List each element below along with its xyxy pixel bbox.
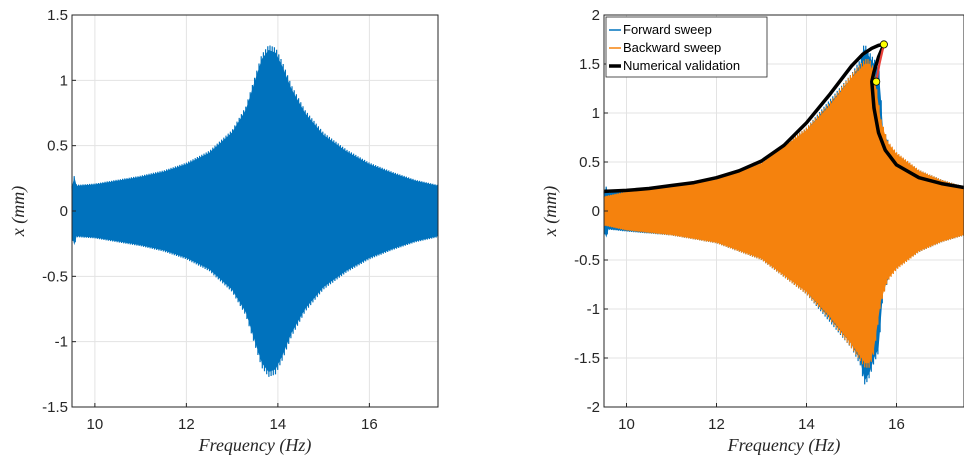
- y-tick-label: -1.5: [42, 399, 68, 416]
- y-tick-label: -0.5: [42, 268, 68, 285]
- right-x-axis-label: Frequency (Hz): [727, 435, 841, 456]
- right-y-axis-label: x (mm): [540, 186, 561, 237]
- series-0-fill: [72, 50, 438, 372]
- left-plot-panel: 10 12 14 16 -1.5 -1 -0.5 0 0.5 1 1.5 Frequency (Hz…: [8, 7, 439, 456]
- legend: Forward sweep Backward sweep Numerical v…: [605, 16, 768, 78]
- x-tick-label: 12: [708, 416, 725, 433]
- x-tick-label: 16: [888, 416, 905, 433]
- legend-label-backward-sweep: Backward sweep: [623, 40, 721, 55]
- y-tick-label: -1: [587, 301, 600, 318]
- y-tick-label: -0.5: [574, 252, 600, 269]
- legend-label-forward-sweep: Forward sweep: [623, 22, 712, 37]
- x-tick-label: 10: [618, 416, 635, 433]
- y-tick-label: 0.5: [47, 138, 68, 155]
- y-tick-label: 2: [592, 7, 600, 24]
- backward-sweep-fill: [604, 63, 964, 364]
- left-series-layer: [71, 45, 438, 377]
- y-tick-label: -1: [55, 334, 68, 351]
- bifurcation-marker: [872, 77, 881, 86]
- series-3-line: [875, 44, 885, 82]
- y-tick-label: 0.5: [579, 154, 600, 171]
- y-tick-label: 0: [60, 203, 68, 220]
- legend-box: [605, 16, 768, 78]
- y-tick-label: -2: [587, 399, 600, 416]
- right-series-layer: [603, 40, 964, 385]
- y-tick-label: 1.5: [579, 56, 600, 73]
- left-x-axis-label: Frequency (Hz): [198, 435, 312, 456]
- y-tick-label: 1: [592, 105, 600, 122]
- y-tick-label: 1.5: [47, 7, 68, 24]
- y-tick-label: -1.5: [574, 350, 600, 367]
- left-y-axis-label: x (mm): [8, 186, 29, 237]
- x-tick-label: 14: [270, 416, 287, 433]
- bifurcation-marker: [879, 40, 888, 49]
- legend-label-numerical-validation: Numerical validation: [623, 58, 740, 73]
- left-ticks: 10 12 14 16 -1.5 -1 -0.5 0 0.5 1 1.5: [42, 7, 378, 433]
- right-ticks: 10 12 14 16 -2 -1.5 -1 -0.5 0 0.5 1 1.5 2: [574, 7, 905, 433]
- x-tick-label: 12: [178, 416, 195, 433]
- x-tick-label: 10: [87, 416, 104, 433]
- x-tick-label: 14: [798, 416, 815, 433]
- y-tick-label: 1: [60, 72, 68, 89]
- right-plot-panel: 10 12 14 16 -2 -1.5 -1 -0.5 0 0.5 1 1.5 2 Frequency …: [540, 7, 964, 456]
- numerical-validation-line: [603, 42, 964, 194]
- y-tick-label: 0: [592, 203, 600, 220]
- x-tick-label: 16: [361, 416, 378, 433]
